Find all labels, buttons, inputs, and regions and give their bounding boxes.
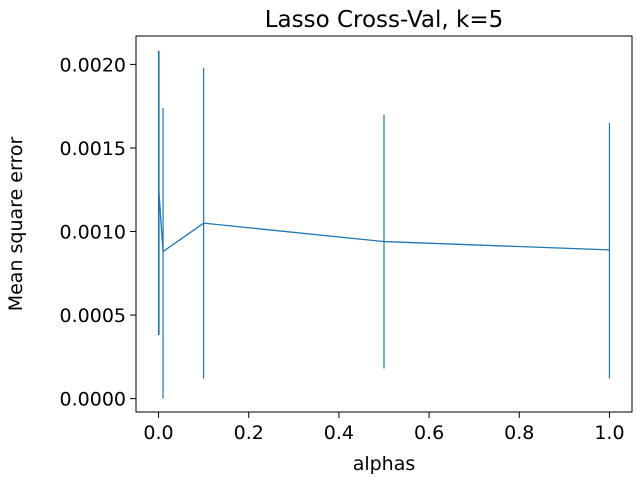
plot-area [157, 51, 611, 399]
x-tick-label: 0.2 [234, 422, 264, 444]
x-tick-label: 0.4 [324, 422, 354, 444]
y-tick-label: 0.0010 [60, 222, 126, 244]
y-axis-label: Mean square error [5, 137, 27, 312]
y-tick-label: 0.0015 [60, 138, 126, 160]
x-axis-label: alphas [353, 453, 416, 475]
x-tick-label: 0.8 [504, 422, 534, 444]
axes-frame [135, 35, 633, 413]
series-line [158, 192, 610, 253]
chart-title: Lasso Cross-Val, k=5 [265, 7, 504, 33]
x-tick-label: 1.0 [594, 422, 624, 444]
x-tick-label: 0.0 [143, 422, 173, 444]
y-tick-label: 0.0000 [60, 389, 126, 411]
x-tick-label: 0.6 [414, 422, 444, 444]
x-axis-ticks: 0.0 0.2 0.4 0.6 0.8 1.0 [143, 412, 625, 444]
axes [135, 35, 633, 413]
y-tick-label: 0.0020 [60, 54, 126, 76]
y-axis-ticks: 0.0000 0.0005 0.0010 0.0015 0.0020 [60, 54, 136, 411]
y-tick-label: 0.0005 [60, 305, 126, 327]
